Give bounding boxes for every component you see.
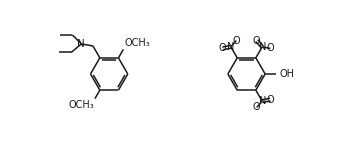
Text: O: O [253, 102, 261, 112]
Text: N: N [258, 42, 266, 52]
Text: N: N [78, 39, 85, 49]
Text: OCH₃: OCH₃ [124, 38, 150, 48]
Text: OH: OH [280, 69, 295, 79]
Text: O: O [267, 95, 274, 105]
Text: N: N [258, 96, 266, 106]
Text: O: O [233, 36, 240, 46]
Text: N: N [227, 42, 235, 52]
Text: O: O [253, 36, 261, 46]
Text: O: O [267, 43, 274, 53]
Text: O: O [219, 43, 226, 53]
Text: OCH₃: OCH₃ [68, 100, 94, 110]
